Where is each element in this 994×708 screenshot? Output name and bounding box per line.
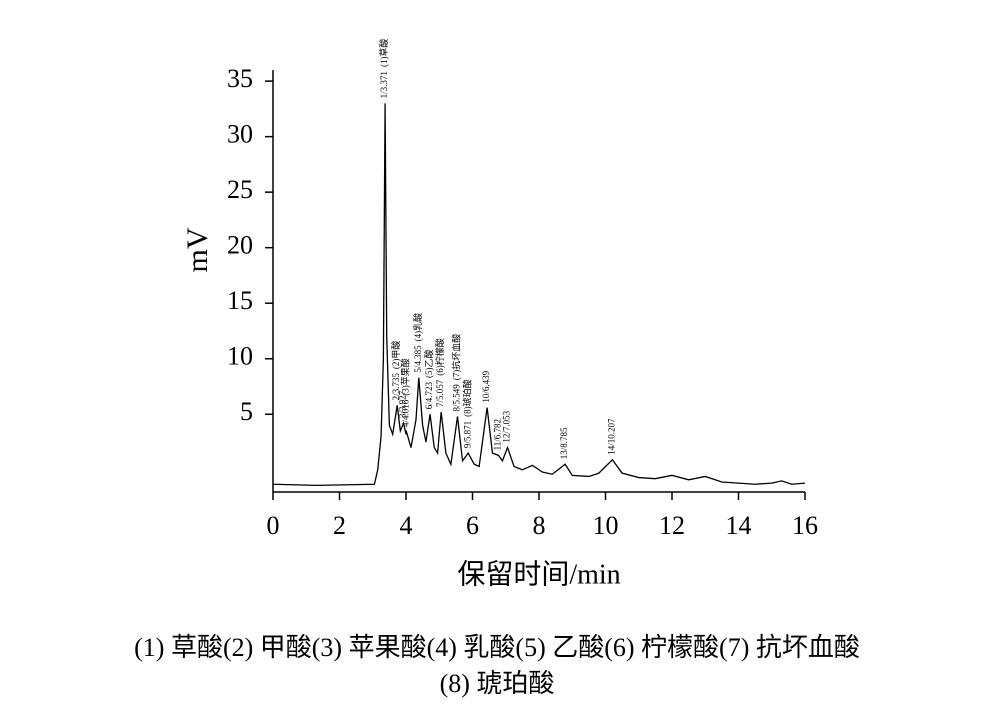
peak-name: (1)草酸 <box>378 39 389 68</box>
peak-label: 9/5.871 <box>462 421 472 448</box>
peak-label: 10/6.439 <box>481 370 491 402</box>
x-tick-label: 10 <box>593 511 619 540</box>
peak-label: 13/8.785 <box>559 427 569 459</box>
x-tick-label: 2 <box>333 511 346 540</box>
x-tick-label: 0 <box>267 511 280 540</box>
peak-name: (5)乙酸 <box>424 349 434 378</box>
x-tick-label: 16 <box>792 511 818 540</box>
caption-line: (1) 草酸(2) 甲酸(3) 苹果酸(4) 乳酸(5) 乙酸(6) 柠檬酸(7… <box>134 633 860 662</box>
x-tick-label: 6 <box>466 511 479 540</box>
chromatogram-line <box>272 103 806 486</box>
x-tick-label: 12 <box>659 511 685 540</box>
x-axis-label: 保留时间/min <box>457 558 620 590</box>
peak-label: 5/4.385 <box>413 345 423 373</box>
peak-name: (8)琥珀酸 <box>461 379 472 417</box>
caption-line: (8) 琥珀酸 <box>440 669 555 698</box>
x-tick-label: 4 <box>400 511 413 540</box>
peak-label: 7/5.057 <box>435 379 445 407</box>
peak-name: (7)抗坏血酸 <box>451 334 462 381</box>
peak-name: (6)柠檬酸 <box>434 338 445 376</box>
peak-label: 14/10.207 <box>606 418 616 455</box>
y-tick-label: 30 <box>227 120 253 149</box>
peak-label: 12/7.053 <box>502 410 512 442</box>
peak-label: 3/3.927 <box>398 390 408 418</box>
y-tick-label: 20 <box>227 231 253 260</box>
y-tick-label: 25 <box>227 175 253 204</box>
peak-name: (4)乳酸 <box>412 313 423 342</box>
y-tick-label: 15 <box>227 286 253 315</box>
peak-label: 11/6.782 <box>493 419 503 450</box>
peak-label: 6/4.723 <box>424 382 434 410</box>
peak-label: 1/3.371 <box>379 71 389 98</box>
peak-label: 2/3.735 <box>391 373 401 401</box>
x-tick-label: 14 <box>726 511 752 540</box>
y-axis-label: mV <box>181 227 214 272</box>
y-tick-label: 10 <box>227 342 253 371</box>
peak-name: (2)甲酸 <box>391 341 401 370</box>
y-tick-label: 35 <box>227 64 253 93</box>
peak-label: 4/4.016 <box>401 399 411 427</box>
peak-label: 8/5.549 <box>452 384 462 412</box>
x-tick-label: 8 <box>533 511 546 540</box>
y-tick-label: 5 <box>240 397 253 426</box>
peak-name: (3)苹果酸 <box>400 358 411 396</box>
